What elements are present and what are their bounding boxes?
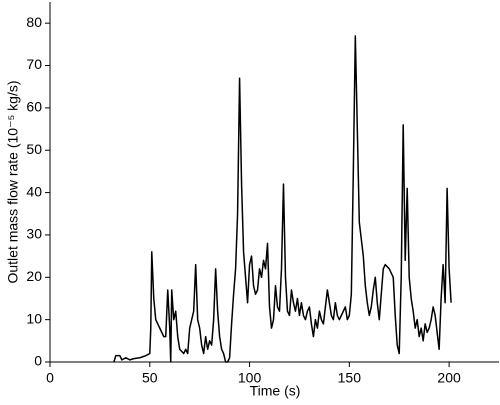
y-tick-label: 20: [26, 268, 42, 284]
data-line: [113, 35, 452, 363]
y-tick-label: 30: [26, 226, 42, 242]
y-tick-label: 80: [26, 14, 42, 30]
y-tick-label: 70: [26, 56, 42, 72]
y-tick-label: 10: [26, 310, 42, 326]
x-tick-label: 100: [238, 370, 262, 386]
y-tick-label: 0: [34, 353, 42, 369]
x-tick-label: 50: [142, 370, 158, 386]
x-tick-label: 0: [46, 370, 54, 386]
y-tick-label: 60: [26, 99, 42, 115]
y-axis-label: Outlet mass flow rate (10⁻⁵ kg/s): [5, 80, 21, 283]
x-axis-label: Time (s): [250, 383, 301, 399]
y-tick-label: 40: [26, 183, 42, 199]
x-tick-label: 150: [338, 370, 362, 386]
y-tick-label: 50: [26, 141, 42, 157]
x-tick-label: 200: [437, 370, 461, 386]
